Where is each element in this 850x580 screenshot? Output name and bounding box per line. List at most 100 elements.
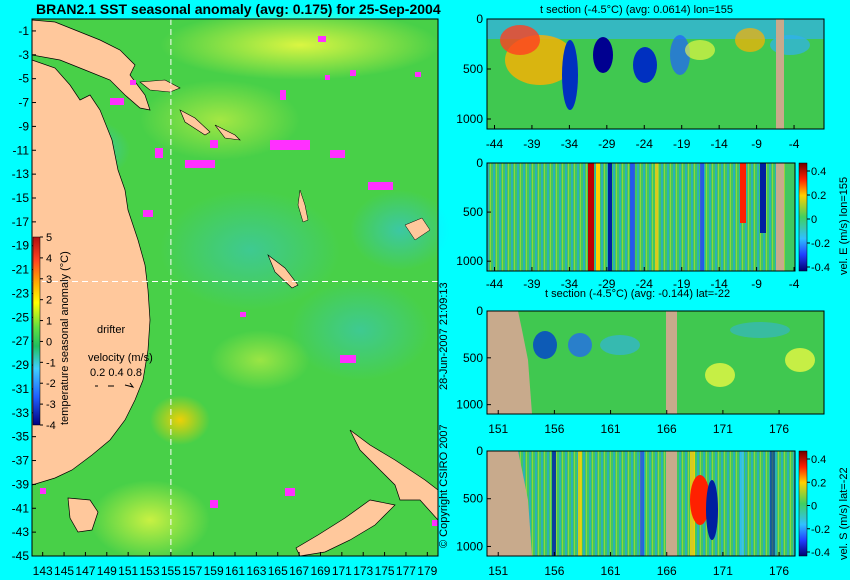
section-x-tick-label: -44: [486, 137, 504, 151]
australia-land: [31, 59, 151, 486]
map-x-tick-label: 171: [332, 564, 352, 578]
map-x-tick-label: 167: [289, 564, 309, 578]
map-x-tick-label: 175: [375, 564, 395, 578]
map-y-tick-label: -39: [12, 477, 30, 491]
section-x-tick-label: 151: [488, 564, 508, 578]
tasmania-land: [67, 497, 99, 533]
vel-e-colorbar-label: vel. E (m/s) lon=155: [838, 177, 850, 275]
section-y-tick-label: 0: [476, 444, 483, 458]
map-y-tick-label: -5: [18, 72, 29, 86]
section-x-tick-label: 166: [657, 564, 677, 578]
t-section-lon-title: t section (-4.5°C) (avg: 0.0614) lon=155: [540, 4, 733, 16]
map-y-tick-label: -29: [12, 358, 30, 372]
new-guinea-land: [31, 19, 151, 111]
map-y-tick-label: -35: [12, 430, 30, 444]
map-y-tick-label: -33: [12, 406, 30, 420]
map-colorbar-tick-label: 5: [46, 232, 52, 244]
section-y-tick-label: 0: [476, 304, 483, 318]
section-y-tick-label: 1000: [456, 254, 483, 268]
section-colorbar-tick-label: -0.2: [811, 524, 830, 536]
map-y-tick-label: -43: [12, 525, 30, 539]
section-x-tick-label: 166: [657, 422, 677, 436]
section-x-tick-label: -19: [673, 277, 691, 291]
map-x-tick-label: 163: [246, 564, 266, 578]
section-x-tick-label: -29: [598, 137, 616, 151]
section-colorbar-tick-label: 0: [811, 214, 817, 226]
new-britain-land: [139, 79, 181, 93]
map-y-tick-label: -41: [12, 501, 30, 515]
legend-velocity-values: 0.2 0.4 0.8: [90, 367, 142, 379]
legend-drifter: drifter: [97, 324, 125, 336]
copyright-text: © Copyright CSIRO 2007: [438, 424, 450, 548]
new-zealand-land: [349, 429, 439, 521]
map-colorbar-tick-label: 4: [46, 253, 52, 265]
section-x-tick-label: 176: [769, 564, 789, 578]
v-section-lon-y-ticks: 0 500 1000: [456, 156, 491, 268]
section-x-tick-label: -14: [710, 277, 728, 291]
section-x-tick-label: 171: [713, 564, 733, 578]
section-colorbar-tick-label: 0.4: [811, 166, 826, 178]
map-y-tick-label: -23: [12, 286, 30, 300]
section-y-tick-label: 0: [476, 156, 483, 170]
map-x-tick-label: 143: [33, 564, 53, 578]
map-y-tick-label: -17: [12, 215, 30, 229]
map-x-tick-label: 153: [140, 564, 160, 578]
vel-s-colorbar: [798, 450, 808, 557]
t-section-lat-panel: 0 500 1000 151 156 161 166 171 176: [456, 304, 825, 436]
map-colorbar-ticks: 5 4 3 2 1 0 -1 -2 -3 -4: [40, 232, 56, 432]
map-y-tick-label: -7: [18, 96, 29, 110]
vel-e-colorbar-ticks: 0.4 0.2 0 -0.2 -0.4: [807, 166, 830, 274]
legend-velocity-label: velocity (m/s): [88, 352, 153, 364]
vel-s-colorbar-label: vel. S (m/s) lat=-22: [838, 467, 850, 560]
map-x-tick-label: 151: [118, 564, 138, 578]
map-x-tick-label: 179: [417, 564, 437, 578]
map-y-tick-label: -37: [12, 454, 30, 468]
v-section-lon-x-ticks: -44 -39 -34 -29 -24 -19 -14 -9 -4: [486, 267, 800, 291]
section-x-tick-label: 176: [769, 422, 789, 436]
section-colorbar-tick-label: -0.2: [811, 238, 830, 250]
map-colorbar-tick-label: 3: [46, 274, 52, 286]
t-section-lat-y-ticks: 0 500 1000: [456, 304, 491, 412]
t-section-lat-title: t section (-4.5°C) (avg: -0.144) lat=-22: [545, 288, 730, 300]
t-section-lon-panel: 0 500 1000 -44 -39 -34 -29 -24 -19 -14 -9 -4: [456, 12, 825, 151]
map-x-tick-label: 165: [268, 564, 288, 578]
t-section-lon-y-ticks: 0 500 1000: [456, 12, 491, 126]
section-y-tick-label: 0: [476, 12, 483, 26]
section-y-tick-label: 1000: [456, 112, 483, 126]
section-y-tick-label: 1000: [456, 539, 483, 553]
section-x-tick-label: -19: [673, 137, 691, 151]
section-y-tick-label: 500: [463, 351, 483, 365]
v-section-lat-panel: 0.4 0.2 0 -0.2 -0.4 vel. S (m/s) lat=-22 0 50…: [456, 444, 850, 578]
map-x-tick-label: 169: [310, 564, 330, 578]
map-x-tick-label: 159: [204, 564, 224, 578]
map-colorbar-tick-label: -3: [46, 399, 56, 411]
map-y-tick-label: -3: [18, 48, 29, 62]
map-y-tick-label: -13: [12, 167, 30, 181]
map-y-tick-label: -19: [12, 239, 30, 253]
map-x-tick-label: 155: [161, 564, 181, 578]
map-x-tick-label: 173: [353, 564, 373, 578]
map-colorbar-tick-label: 0: [46, 336, 52, 348]
section-x-tick-label: -29: [598, 277, 616, 291]
section-x-tick-label: -9: [751, 277, 762, 291]
new-caledonia-land: [267, 254, 299, 289]
map-y-tick-label: -15: [12, 191, 30, 205]
map-y-tick-label: -21: [12, 263, 30, 277]
vel-e-colorbar: [798, 162, 808, 272]
vel-s-colorbar-ticks: 0.4 0.2 0 -0.2 -0.4: [807, 454, 830, 559]
section-y-tick-label: 500: [463, 492, 483, 506]
map-panel: -1-3-5-7-9-11-13-15-17-19-21-23-25-27-29…: [12, 10, 450, 578]
t-section-lon-x-ticks: -44 -39 -34 -29 -24 -19 -14 -9 -4: [486, 125, 800, 151]
map-colorbar-label: temperature seasonal anomaly (°C): [59, 251, 71, 425]
section-x-tick-label: -4: [789, 137, 800, 151]
section-y-tick-label: 1000: [456, 398, 483, 412]
drifter-markers: [40, 36, 438, 526]
section-x-tick-label: -34: [561, 137, 579, 151]
map-x-tick-label: 161: [225, 564, 245, 578]
section-x-tick-label: -24: [636, 277, 654, 291]
map-title: BRAN2.1 SST seasonal anomaly (avg: 0.175…: [36, 1, 441, 17]
map-colorbar-tick-label: -1: [46, 357, 56, 369]
section-x-tick-label: 171: [713, 422, 733, 436]
map-x-tick-label: 177: [396, 564, 416, 578]
